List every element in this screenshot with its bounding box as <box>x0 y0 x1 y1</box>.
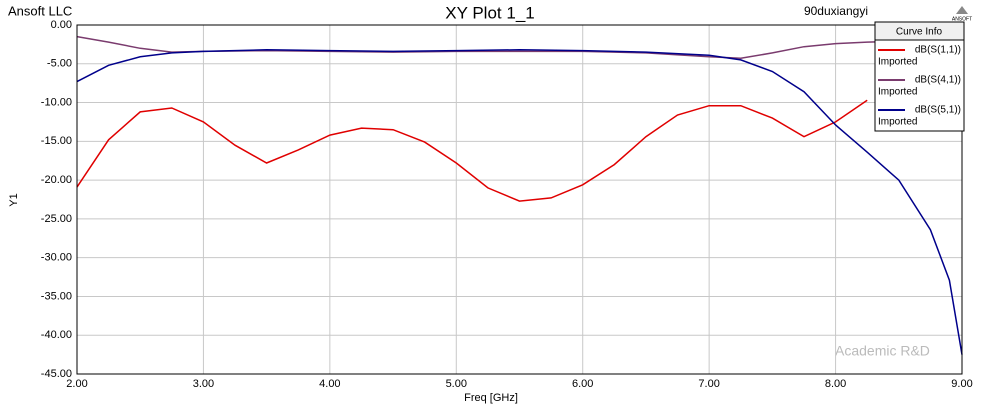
y-tick-label: -10.00 <box>41 96 72 108</box>
legend: Curve Info dB(S(1,1))ImporteddB(S(4,1))I… <box>874 21 965 132</box>
y-tick-label: -25.00 <box>41 213 72 225</box>
y-tick-label: -20.00 <box>41 174 72 186</box>
y-tick-label: -40.00 <box>41 329 72 341</box>
x-tick-label: 2.00 <box>66 378 87 390</box>
legend-source: Imported <box>878 117 917 128</box>
x-tick-label: 3.00 <box>193 378 214 390</box>
user-label: 90duxiangyi <box>804 4 868 18</box>
watermark: Academic R&D <box>835 343 930 359</box>
y-tick-label: -5.00 <box>47 58 72 70</box>
legend-label: dB(S(1,1)) <box>915 45 961 56</box>
y-tick-label: -15.00 <box>41 135 72 147</box>
y-axis-label: Y1 <box>8 193 20 206</box>
y-tick-label: -30.00 <box>41 252 72 264</box>
y-tick-label: -45.00 <box>41 368 72 380</box>
series-line <box>76 35 899 60</box>
y-tick-label: 0.00 <box>51 19 72 31</box>
x-tick-label: 4.00 <box>319 378 340 390</box>
series-line <box>76 99 868 202</box>
legend-source: Imported <box>878 87 917 98</box>
company-label: Ansoft LLC <box>8 3 72 18</box>
legend-header <box>874 21 965 41</box>
legend-title: Curve Info <box>896 27 943 38</box>
plot-lines <box>76 35 963 355</box>
logo-text: ANSOFT <box>952 16 972 22</box>
y-tick-label: -35.00 <box>41 290 72 302</box>
x-axis-label: Freq [GHz] <box>464 392 518 404</box>
logo-icon <box>956 6 968 14</box>
x-tick-label: 7.00 <box>698 378 719 390</box>
legend-source: Imported <box>878 57 917 68</box>
chart-title: XY Plot 1_1 <box>445 3 534 22</box>
series-line <box>76 49 963 355</box>
x-tick-label: 5.00 <box>446 378 467 390</box>
x-tick-label: 8.00 <box>825 378 846 390</box>
x-tick-label: 9.00 <box>951 378 972 390</box>
legend-label: dB(S(4,1)) <box>915 75 961 86</box>
grid <box>76 24 963 375</box>
plot-frame <box>76 24 963 375</box>
x-tick-label: 6.00 <box>572 378 593 390</box>
legend-label: dB(S(5,1)) <box>915 105 961 116</box>
